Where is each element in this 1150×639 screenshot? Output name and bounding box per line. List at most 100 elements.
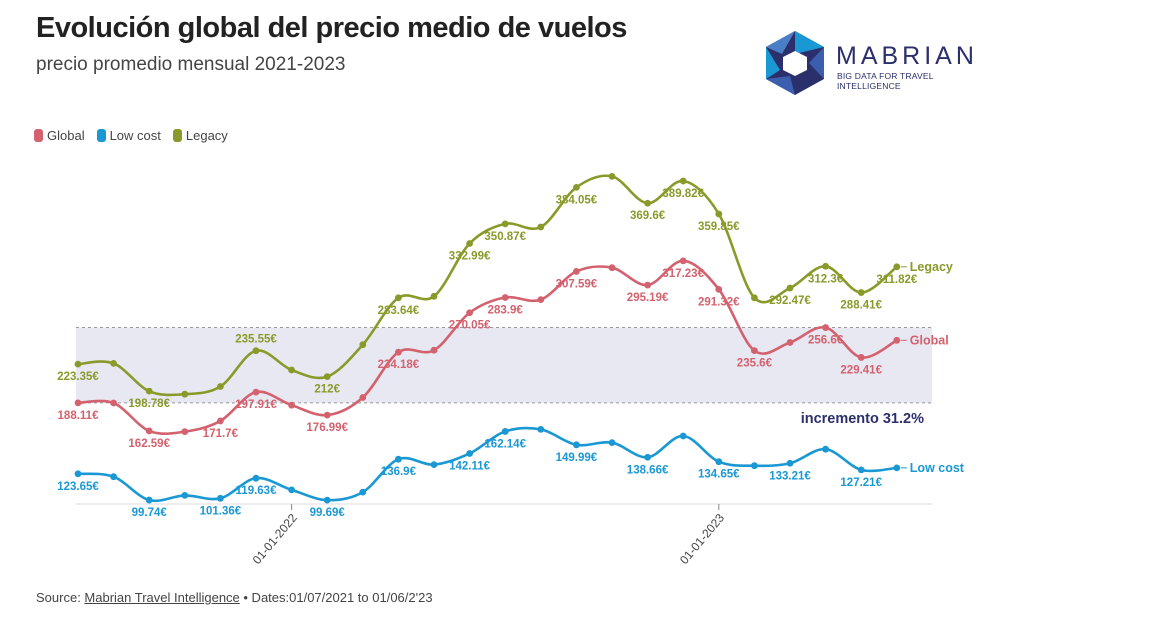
data-point: [110, 399, 117, 407]
data-point: [857, 354, 865, 361]
data-point: [893, 464, 901, 472]
data-label: 133.21€: [769, 470, 811, 482]
data-point: [145, 387, 153, 395]
data-label: 307.59€: [556, 278, 598, 290]
data-label: 99.74€: [132, 507, 168, 519]
data-label: 101.36€: [200, 505, 242, 517]
data-label: 311.82€: [876, 274, 918, 286]
data-label: 317.23€: [662, 268, 704, 280]
data-point: [217, 494, 224, 502]
source-dates: • Dates:01/07/2021 to 01/06/2'23: [239, 590, 433, 605]
hexagon-logo-icon: [766, 31, 824, 95]
data-label: 197.91€: [235, 399, 277, 411]
data-point: [715, 210, 723, 218]
data-point: [679, 432, 687, 440]
data-label: 134.65€: [698, 469, 740, 481]
data-point: [252, 388, 260, 396]
data-point: [608, 264, 616, 272]
increment-annotation: incremento 31.2%: [801, 411, 924, 427]
legend-label-global: Global: [47, 128, 85, 143]
data-label: 123.65€: [57, 481, 99, 493]
data-point: [822, 324, 829, 331]
data-point: [751, 462, 758, 470]
data-label: 292.47€: [769, 295, 811, 307]
source-link[interactable]: Mabrian Travel Intelligence: [84, 590, 240, 605]
data-point: [501, 428, 509, 435]
data-label: 176.99€: [306, 422, 348, 434]
data-label: 162.14€: [484, 438, 526, 450]
data-label: 188.11€: [58, 410, 100, 422]
data-point: [145, 427, 153, 435]
data-point: [323, 411, 331, 419]
series-end-label: Global: [910, 333, 949, 347]
data-point: [359, 394, 367, 401]
data-point: [679, 257, 687, 265]
data-point: [822, 445, 829, 453]
data-label: 198.78€: [128, 398, 170, 410]
data-point: [288, 486, 295, 494]
data-label: 288.41€: [840, 300, 882, 312]
mabrian-logo: MABRIAN BIG DATA FOR TRAVEL INTELLIGENCE: [764, 30, 984, 100]
data-label: 171.7€: [203, 428, 239, 440]
data-point: [537, 223, 545, 231]
data-point: [644, 281, 651, 289]
data-label: 332.99€: [449, 251, 491, 263]
data-label: 256.6€: [808, 335, 844, 347]
data-label: 283.9€: [488, 305, 524, 317]
data-label: 223.35€: [57, 371, 99, 383]
data-point: [74, 360, 82, 368]
data-label: 212€: [314, 384, 340, 396]
data-point: [323, 373, 331, 380]
data-label: 384.05€: [556, 194, 598, 206]
x-tick-label: 01-01-2022: [250, 511, 300, 567]
data-point: [74, 399, 82, 407]
data-point: [181, 390, 189, 398]
data-point: [323, 496, 331, 504]
logo-wordmark: MABRIAN: [836, 42, 978, 70]
chart-subtitle: precio promedio mensual 2021-2023: [36, 54, 346, 75]
data-point: [395, 294, 402, 302]
data-point: [786, 339, 794, 346]
data-label: 359.85€: [698, 221, 740, 233]
data-point: [751, 294, 758, 302]
data-point: [501, 220, 509, 228]
data-point: [537, 426, 545, 433]
data-point: [359, 488, 367, 496]
data-point: [74, 470, 82, 478]
data-label: 235.55€: [235, 334, 277, 346]
legend-label-lowcost: Low cost: [109, 128, 161, 143]
chart-legend: Global Low cost Legacy: [34, 128, 228, 143]
data-label: 142.11€: [449, 460, 491, 472]
data-label: 149.99€: [556, 452, 598, 464]
data-label: 369.6€: [630, 210, 666, 222]
data-point: [822, 262, 829, 270]
data-label: 389.82€: [662, 188, 704, 200]
data-point: [466, 240, 473, 247]
data-point: [217, 417, 224, 425]
legend-item-global[interactable]: Global: [34, 128, 85, 143]
legend-item-legacy[interactable]: Legacy: [172, 128, 228, 143]
data-point: [430, 292, 438, 300]
data-point: [751, 347, 758, 355]
data-point: [430, 461, 438, 468]
data-point: [395, 455, 402, 463]
series-end-label: Low cost: [910, 461, 965, 475]
data-point: [573, 441, 580, 449]
legend-label-legacy: Legacy: [185, 128, 228, 143]
data-label: 235.6€: [737, 358, 773, 370]
data-point: [181, 428, 189, 435]
data-point: [110, 360, 117, 367]
data-point: [573, 183, 580, 191]
data-point: [466, 309, 473, 317]
data-point: [395, 348, 402, 356]
data-point: [359, 341, 367, 349]
legend-swatch-lowcost: [96, 129, 106, 142]
source-footer: Source: Mabrian Travel Intelligence • Da…: [36, 590, 433, 605]
data-label: 312.3€: [808, 273, 844, 285]
data-point: [288, 401, 295, 409]
data-point: [252, 347, 260, 355]
legend-item-lowcost[interactable]: Low cost: [96, 128, 161, 143]
data-label: 291.32€: [698, 296, 740, 308]
data-point: [110, 473, 117, 481]
